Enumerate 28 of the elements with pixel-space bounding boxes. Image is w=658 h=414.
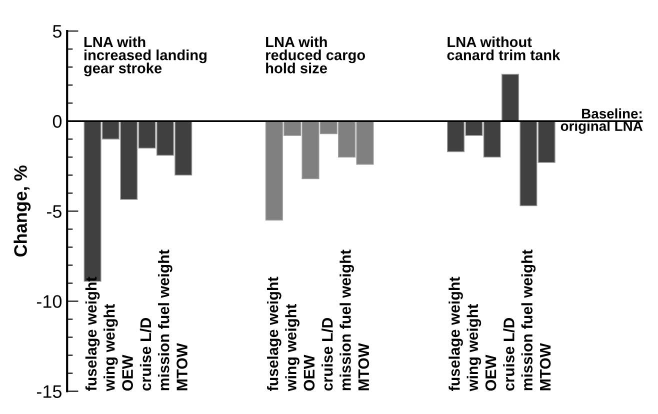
y-tick-label: -5	[47, 205, 62, 218]
annotation: LNA without canard trim tank	[447, 36, 560, 60]
x-tick-label: mission fuel weight	[340, 250, 354, 390]
x-tick-label: wing weight	[466, 304, 482, 392]
ref-line-label: Baseline: original LNA	[560, 108, 643, 134]
x-tick-label: fuselage weight	[267, 276, 282, 391]
y-tick-label: -15	[36, 385, 62, 398]
x-tick-label: fuselage weight	[85, 276, 100, 391]
x-tick-label: wing weight	[285, 304, 300, 392]
x-tick-label: MTOW	[176, 343, 188, 390]
x-tick-label: OEW	[304, 354, 315, 391]
x-tick-label: mission fuel weight	[158, 250, 172, 390]
annotation: LNA with reduced cargo hold size	[266, 36, 366, 74]
x-tick-label: MTOW	[358, 343, 370, 390]
x-tick-label: mission fuel weight	[521, 250, 536, 390]
x-tick-label: cruise L/D	[322, 318, 333, 391]
x-tick-label: OEW	[122, 354, 133, 391]
x-tick-label: cruise L/D	[503, 318, 515, 391]
y-tick-label: 0	[52, 115, 62, 128]
x-tick-label: fuselage weight	[448, 276, 463, 391]
y-axis-title: Change, %	[14, 165, 31, 257]
y-tick-label: -10	[36, 295, 62, 308]
x-tick-label: OEW	[485, 354, 496, 391]
y-tick-label: 5	[52, 25, 62, 38]
x-tick-label: cruise L/D	[140, 318, 152, 391]
x-tick-label: MTOW	[540, 343, 551, 390]
annotation: LNA with increased landing gear stroke	[84, 36, 206, 76]
x-tick-label: wing weight	[104, 304, 118, 392]
